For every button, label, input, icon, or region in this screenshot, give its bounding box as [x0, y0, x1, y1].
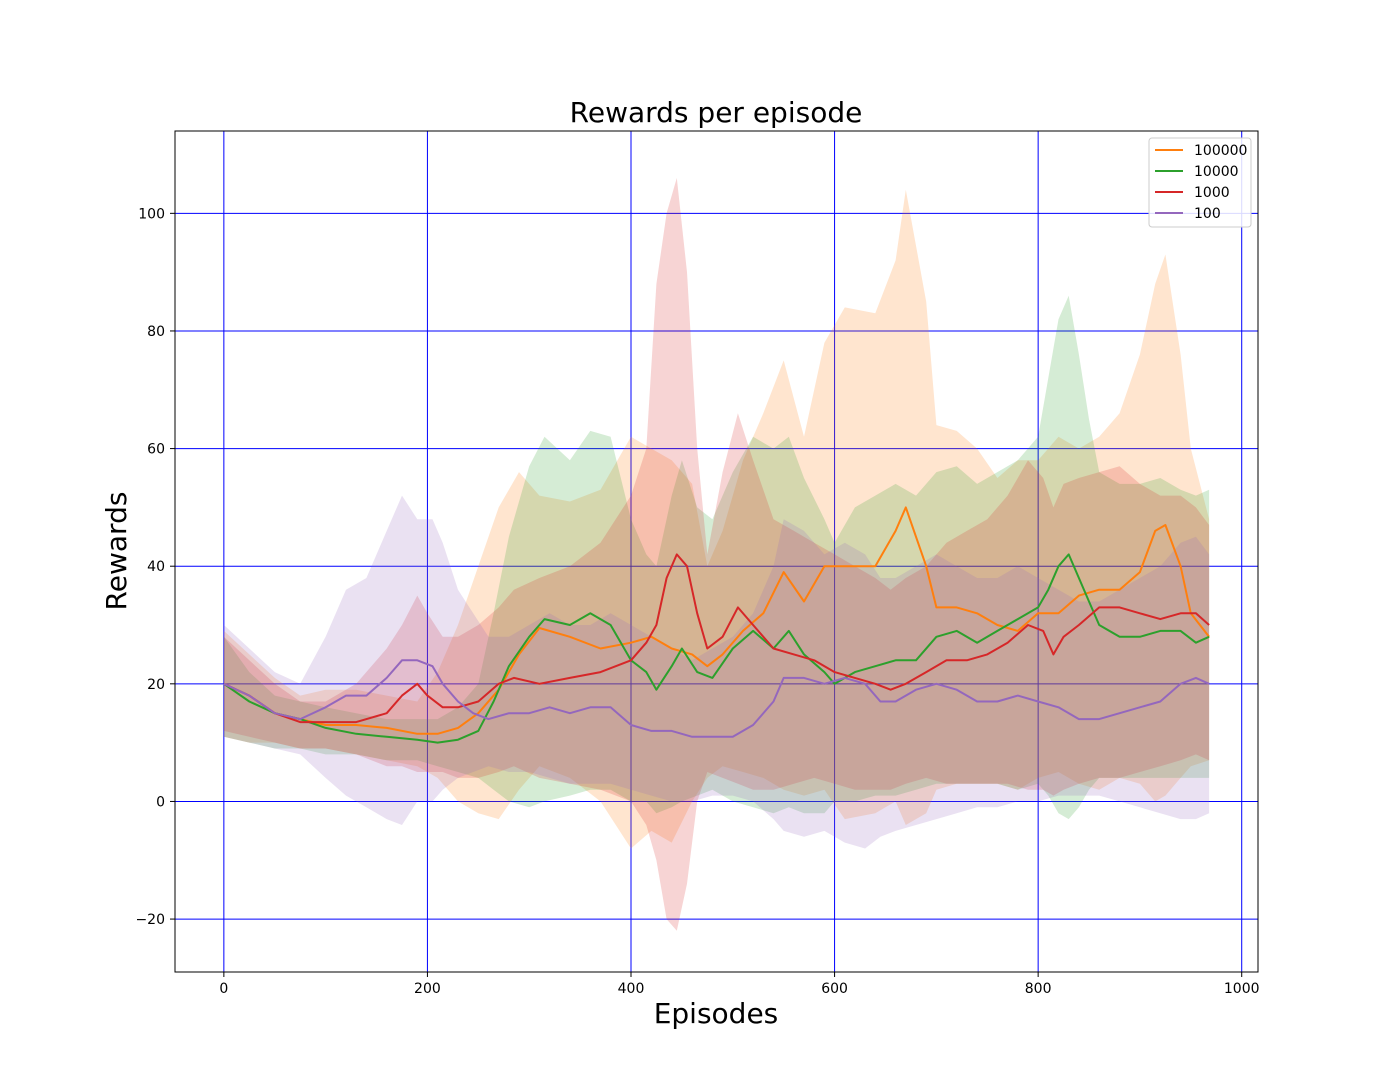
- x-tick-label: 600: [821, 981, 848, 997]
- x-tick-label: 1000: [1224, 981, 1260, 997]
- legend-label: 100: [1194, 206, 1221, 222]
- band-100000: [223, 189, 1210, 849]
- line-1000: [223, 553, 1210, 724]
- x-tick-label: 0: [219, 981, 228, 997]
- y-tick-label: 100: [138, 206, 165, 222]
- legend-label: 100000: [1194, 143, 1247, 159]
- legend-label: 1000: [1194, 185, 1230, 201]
- y-tick-label: 40: [147, 559, 165, 575]
- legend-box: [1148, 137, 1252, 228]
- band-1000: [223, 178, 1210, 931]
- y-axis-ticks: −20 0 20 40 60 80 100: [135, 206, 175, 928]
- x-tick-label: 200: [414, 981, 441, 997]
- y-axis-label: Rewards: [100, 492, 133, 611]
- series-bands: [223, 178, 1210, 931]
- y-tick-label: 20: [147, 677, 165, 693]
- legend-label: 10000: [1194, 164, 1239, 180]
- grid-lines: [175, 131, 1258, 972]
- series-lines: [223, 506, 1210, 744]
- line-10000: [223, 553, 1210, 744]
- x-tick-label: 800: [1025, 981, 1052, 997]
- y-tick-label: −20: [135, 912, 165, 928]
- line-100: [223, 659, 1210, 738]
- x-axis-label: Episodes: [654, 997, 779, 1030]
- legend: 100000 10000 1000 100: [1148, 137, 1252, 228]
- y-tick-label: 0: [156, 794, 165, 810]
- plot-frame: [174, 130, 1259, 973]
- x-tick-label: 400: [618, 981, 645, 997]
- x-axis-ticks: 0 200 400 600 800 1000: [219, 972, 1260, 997]
- line-100000: [223, 506, 1210, 735]
- y-tick-label: 80: [147, 324, 165, 340]
- y-tick-label: 60: [147, 442, 165, 458]
- chart-title: Rewards per episode: [570, 96, 863, 129]
- band-10000: [223, 295, 1210, 820]
